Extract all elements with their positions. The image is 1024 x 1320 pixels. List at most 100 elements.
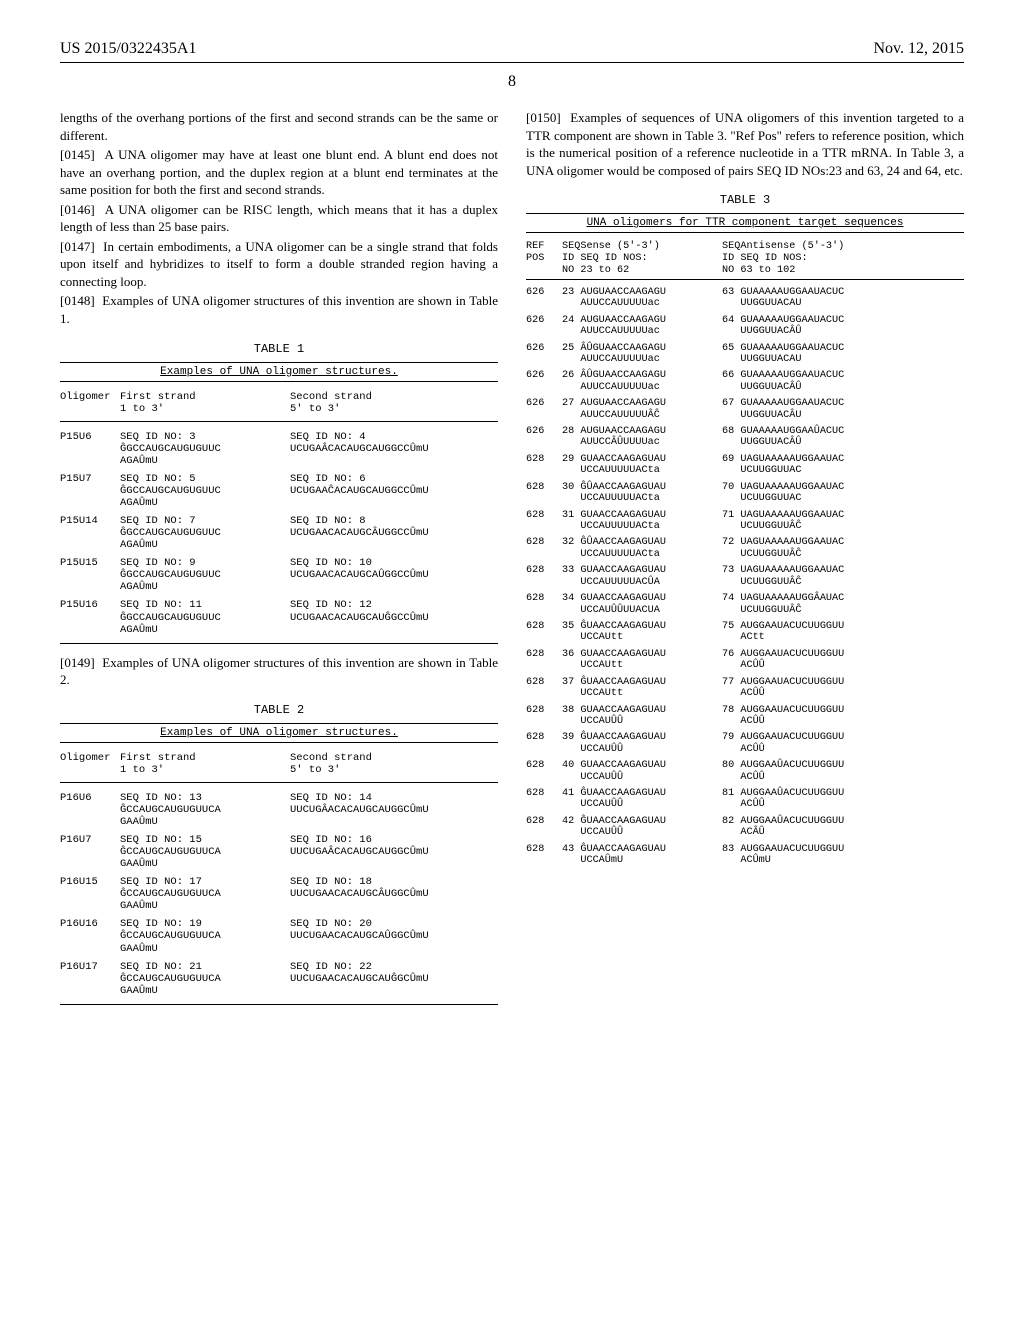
table2-hdr-c3: Second strand 5' to 3' — [290, 752, 498, 776]
ref-pos: 628 — [526, 649, 562, 672]
seq-antisense: 76 AUGGAAUACUCUUGGUU ACÛÛ — [722, 649, 964, 672]
ref-pos: 628 — [526, 760, 562, 783]
para-0148: [0148] Examples of UNA oligomer structur… — [60, 292, 498, 327]
table-row: 62832 ĜÛAACCAAGAGUAU UCCAUUUUUACta72 UAG… — [526, 535, 964, 563]
table1-end-rule — [60, 643, 498, 644]
seq-sense: 32 ĜÛAACCAAGAGUAU UCCAUUUUUACta — [562, 537, 722, 560]
ref-pos: 626 — [526, 370, 562, 393]
table2-hdr-c2: First strand 1 to 3' — [120, 752, 290, 776]
seq-antisense: 82 AUGGAAÛACUCUUGGUU ACÂÛ — [722, 816, 964, 839]
seq-antisense: 71 UAGUAAAAAUGGAAUAC UCUUGGUUÂĈ — [722, 510, 964, 533]
table1-hdr-c3: Second strand 5' to 3' — [290, 391, 498, 415]
second-strand: SEQ ID NO: 20 UUCUGAACACAUGCAÛGGCÛmU — [290, 918, 498, 954]
ref-pos: 626 — [526, 343, 562, 366]
oligomer-id: P15U14 — [60, 515, 120, 551]
first-strand: SEQ ID NO: 19 ĜCCAUGCAUGUGUUCA GAAÛmU — [120, 918, 290, 954]
ref-pos: 628 — [526, 565, 562, 588]
table1-body: P15U6SEQ ID NO: 3 ĜGCCAUGCAUGUGUUC AGAÛm… — [60, 428, 498, 639]
ref-pos: 628 — [526, 788, 562, 811]
oligomer-id: P16U16 — [60, 918, 120, 954]
para-num-0146: [0146] — [60, 202, 95, 217]
ref-pos: 628 — [526, 482, 562, 505]
page-number: 8 — [60, 73, 964, 91]
ref-pos: 626 — [526, 315, 562, 338]
table-row: 62627 AUGUAACCAAGAGU AUUCCAUUUUUÂĈ67 GUA… — [526, 396, 964, 424]
seq-sense: 41 ĜUAACCAAGAGUAU UCCAUÛÛ — [562, 788, 722, 811]
oligomer-id: P16U15 — [60, 876, 120, 912]
doc-id: US 2015/0322435A1 — [60, 40, 196, 58]
table-row: P15U15SEQ ID NO: 9 ĜGCCAUGCAUGUGUUC AGAÛ… — [60, 554, 498, 596]
oligomer-id: P16U6 — [60, 792, 120, 828]
seq-sense: 39 ĜUAACCAAGAGUAU UCCAUÛÛ — [562, 732, 722, 755]
table-row: 62834 GUAACCAAGAGUAU UCCAUÛÛUUACUA74 UAG… — [526, 591, 964, 619]
para-text-0146: A UNA oligomer can be RISC length, which… — [60, 202, 498, 235]
ref-pos: 628 — [526, 844, 562, 867]
seq-sense: 27 AUGUAACCAAGAGU AUUCCAUUUUUÂĈ — [562, 398, 722, 421]
ref-pos: 628 — [526, 705, 562, 728]
seq-antisense: 65 GUAAAAAUGGAAUACUC UUGGUUACAU — [722, 343, 964, 366]
ref-pos: 628 — [526, 454, 562, 477]
first-strand: SEQ ID NO: 5 ĜGCCAUGCAUGUGUUC AGAÛmU — [120, 473, 290, 509]
table1-hdr-c2: First strand 1 to 3' — [120, 391, 290, 415]
seq-antisense: 64 GUAAAAAUGGAAUACUC UUGGUUACÂÛ — [722, 315, 964, 338]
table3-hdr-c3: SEQAntisense (5'-3') ID SEQ ID NOS: NO 6… — [722, 241, 964, 276]
seq-antisense: 74 UAGUAAAAAUGGÂAUAC UCUUGGUUÂĈ — [722, 593, 964, 616]
table3-subtitle: UNA oligomers for TTR component target s… — [526, 213, 964, 233]
table1-header: Oligomer First strand 1 to 3' Second str… — [60, 388, 498, 422]
seq-sense: 24 AUGUAACCAAGAGU AUUCCAUUUUUac — [562, 315, 722, 338]
ref-pos: 628 — [526, 621, 562, 644]
table1-subtitle: Examples of UNA oligomer structures. — [60, 362, 498, 382]
seq-antisense: 67 GUAAAAAUGGAAUACUC UUGGUUACÂU — [722, 398, 964, 421]
table2-end-rule — [60, 1004, 498, 1005]
seq-sense: 26 ÂÛGUAACCAAGAGU AUUCCAUUUUUac — [562, 370, 722, 393]
table3-body: 62623 AUGUAACCAAGAGU AUUCCAUUUUUac63 GUA… — [526, 284, 964, 869]
seq-sense: 34 GUAACCAAGAGUAU UCCAUÛÛUUACUA — [562, 593, 722, 616]
para-0145: [0145] A UNA oligomer may have at least … — [60, 146, 498, 199]
seq-sense: 29 GUAACCAAGAGUAU UCCAUUUUUACta — [562, 454, 722, 477]
para-0147: [0147] In certain embodiments, a UNA oli… — [60, 238, 498, 291]
oligomer-id: P15U7 — [60, 473, 120, 509]
para-num-0145: [0145] — [60, 147, 95, 162]
seq-antisense: 83 AUGGAAUACUCUUGGUU ACÛmU — [722, 844, 964, 867]
table-row: P15U6SEQ ID NO: 3 ĜGCCAUGCAUGUGUUC AGAÛm… — [60, 428, 498, 470]
second-strand: SEQ ID NO: 14 UUCUGÂACACAUGCAUGGCÛmU — [290, 792, 498, 828]
para-text-0148: Examples of UNA oligomer structures of t… — [60, 293, 498, 326]
table-row: P16U6SEQ ID NO: 13 ĜCCAUGCAUGUGUUCA GAAÛ… — [60, 789, 498, 831]
second-strand: SEQ ID NO: 10 UCUGAACACAUGCAÛGGCCÛmU — [290, 557, 498, 593]
ref-pos: 628 — [526, 537, 562, 560]
ref-pos: 628 — [526, 593, 562, 616]
para-num-0147: [0147] — [60, 239, 95, 254]
para-num-0150: [0150] — [526, 110, 561, 125]
seq-sense: 43 ĜUAACCAAGAGUAU UCCAÛmU — [562, 844, 722, 867]
table1-title: TABLE 1 — [60, 342, 498, 356]
seq-antisense: 72 UAGUAAAAAUGGAAUAC UCUUGGUUÂĈ — [722, 537, 964, 560]
first-strand: SEQ ID NO: 15 ĜCCAUGCAUGUGUUCA GAAÛmU — [120, 834, 290, 870]
seq-sense: 42 ĜUAACCAAGAGUAU UCCAUÛÛ — [562, 816, 722, 839]
table1-hdr-c1: Oligomer — [60, 391, 120, 415]
table-row: P16U7SEQ ID NO: 15 ĜCCAUGCAUGUGUUCA GAAÛ… — [60, 831, 498, 873]
seq-sense: 30 ĜÛAACCAAGAGUAU UCCAUUUUUACta — [562, 482, 722, 505]
seq-antisense: 63 GUAAAAAUGGAAUACUC UUGGUUACAU — [722, 287, 964, 310]
first-strand: SEQ ID NO: 13 ĜCCAUGCAUGUGUUCA GAAÛmU — [120, 792, 290, 828]
seq-antisense: 77 AUGGAAUACUCUUGGUU ACÛÛ — [722, 677, 964, 700]
table-row: 62624 AUGUAACCAAGAGU AUUCCAUUUUUac64 GUA… — [526, 312, 964, 340]
para-text-0145: A UNA oligomer may have at least one blu… — [60, 147, 498, 197]
table-row: 62840 GUAACCAAGAGUAU UCCAUÛÛ80 AUGGAAÛAC… — [526, 758, 964, 786]
right-column: [0150] Examples of sequences of UNA olig… — [526, 109, 964, 1015]
seq-sense: 40 GUAACCAAGAGUAU UCCAUÛÛ — [562, 760, 722, 783]
second-strand: SEQ ID NO: 18 UUCUGAACACAUGCÂUGGCÛmU — [290, 876, 498, 912]
table-row: 62628 AUGUAACCAAGAGU AUUCCÂÛUUUUac68 GUA… — [526, 424, 964, 452]
table-row: 62833 GUAACCAAGAGUAU UCCAUUUUUACÛA73 UAG… — [526, 563, 964, 591]
oligomer-id: P15U15 — [60, 557, 120, 593]
para-num-0149: [0149] — [60, 655, 95, 670]
ref-pos: 626 — [526, 426, 562, 449]
table-row: 62843 ĜUAACCAAGAGUAU UCCAÛmU83 AUGGAAUAC… — [526, 841, 964, 869]
oligomer-id: P16U17 — [60, 961, 120, 997]
ref-pos: 628 — [526, 816, 562, 839]
table-row: 62837 ĜUAACCAAGAGUAU UCCAUtt77 AUGGAAUAC… — [526, 674, 964, 702]
seq-sense: 38 GUAACCAAGAGUAU UCCAUÛÛ — [562, 705, 722, 728]
table2-body: P16U6SEQ ID NO: 13 ĜCCAUGCAUGUGUUCA GAAÛ… — [60, 789, 498, 1000]
table-row: P15U16SEQ ID NO: 11 ĜGCCAUGCAUGUGUUC AGA… — [60, 596, 498, 638]
seq-sense: 37 ĜUAACCAAGAGUAU UCCAUtt — [562, 677, 722, 700]
page-header: US 2015/0322435A1 Nov. 12, 2015 — [60, 40, 964, 63]
